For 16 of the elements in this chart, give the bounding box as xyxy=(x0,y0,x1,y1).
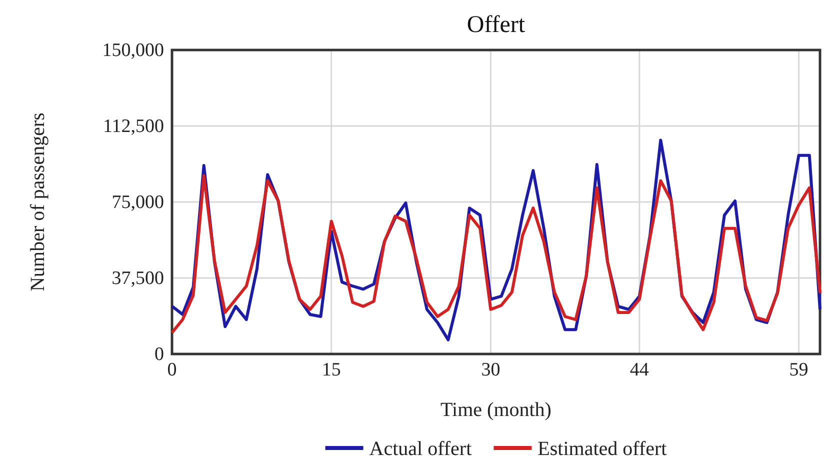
x-tick-label: 0 xyxy=(167,359,177,380)
chart-title: Offert xyxy=(466,12,526,38)
x-tick-label: 30 xyxy=(481,359,500,380)
y-tick-label: 75,000 xyxy=(112,192,164,214)
y-tick-label: 37,500 xyxy=(112,268,164,290)
y-axis-title: Number of passengers xyxy=(27,112,49,292)
legend-label: Estimated offert xyxy=(538,438,668,460)
y-tick-label: 112,500 xyxy=(102,116,164,138)
x-tick-label: 44 xyxy=(630,359,650,380)
y-tick-label: 0 xyxy=(154,344,164,366)
legend-label: Actual offert xyxy=(369,438,472,460)
x-tick-label: 15 xyxy=(322,359,341,380)
y-tick-label: 150,000 xyxy=(102,40,164,62)
x-axis-title: Time (month) xyxy=(440,399,552,421)
line-series xyxy=(170,174,822,334)
x-tick-label: 59 xyxy=(789,359,808,380)
